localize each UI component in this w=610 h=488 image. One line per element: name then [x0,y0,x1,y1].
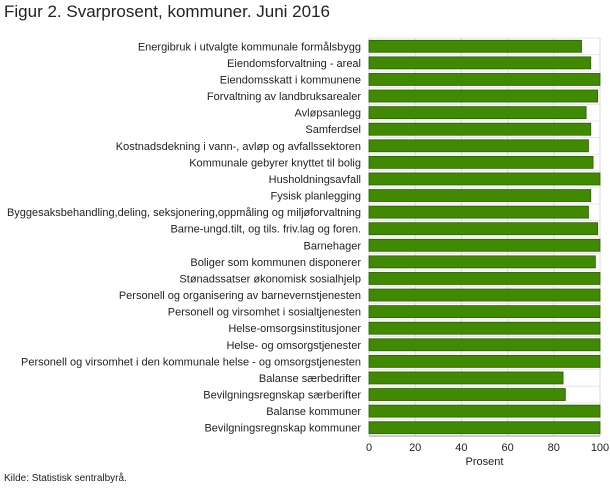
bar [368,305,601,319]
category-label: Helse- og omsorgstjenester [226,340,361,352]
category-label: Forvaltning av landbruksarealer [207,91,361,103]
category-label: Kommunale gebyrer knyttet til bolig [189,157,361,169]
source-note: Kilde: Statistisk sentralbyrå. [4,473,127,484]
category-label: Balanse kommuner [266,406,361,418]
bar [368,139,589,153]
bar [368,155,594,169]
x-tick-label: 80 [548,442,560,454]
category-label: Helse-omsorgsinstitusjoner [228,323,361,335]
bar [368,321,601,335]
category-label: Personell og organisering av barnevernst… [119,290,361,302]
bar [368,106,587,120]
category-labels: Energibruk i utvalgte kommunale formålsb… [7,41,361,434]
category-label: Eiendomsforvaltning - areal [227,58,361,70]
bar [368,354,601,368]
bar [368,421,601,435]
bar [368,222,599,236]
bar [368,404,601,418]
category-label: Avløpsanlegg [295,108,361,120]
category-label: Eiendomsskatt i kommunene [220,74,361,86]
x-axis-title: Prosent [466,456,504,468]
bar [368,205,589,219]
bar [368,122,592,136]
bar [368,56,592,70]
bar [368,73,601,86]
category-label: Bevilgningsregnskap kommuner [204,423,361,435]
bar [368,338,601,352]
chart-title: Figur 2. Svarprosent, kommuner. Juni 201… [4,2,330,21]
bar [368,288,601,302]
bar [368,371,564,385]
bar [368,172,601,186]
category-label: Bevilgningsregnskap særberifter [203,390,361,402]
x-tick-label: 40 [455,442,467,454]
bar [368,89,599,103]
bar [368,388,566,401]
category-label: Stønadssatser økonomisk sosialhjelp [179,273,361,285]
x-tick-label: 60 [501,442,513,454]
category-label: Personell og virsomhet i den kommunale h… [21,356,361,368]
bar [368,189,592,202]
category-label: Barnehager [304,240,362,252]
bar [368,39,582,53]
category-label: Husholdningsavfall [269,174,361,186]
grid-lines [368,37,601,437]
x-axis: 0 20 40 60 80 100 [366,435,609,454]
category-label: Boliger som kommunen disponerer [190,257,361,269]
category-label: Energibruk i utvalgte kommunale formålsb… [138,41,361,53]
category-label: Byggesaksbehandling,deling, seksjonering… [7,207,361,219]
category-label: Kostnadsdekning i vann-, avløp og avfall… [116,141,361,153]
x-tick-label: 0 [366,442,372,454]
category-label: Samferdsel [305,124,361,136]
category-label: Barne-ungd.tilt, og tils. friv.lag og fo… [170,224,361,236]
bars [368,39,601,435]
category-label: Personell og virsomhet i sosialtjenesten [168,307,361,319]
bar [368,272,601,285]
bar [368,238,601,252]
x-tick-label: 100 [591,442,609,454]
category-label: Fysisk planlegging [271,191,362,203]
x-tick-label: 20 [409,442,421,454]
category-label: Balanse særbedrifter [259,373,361,385]
bar [368,255,596,269]
